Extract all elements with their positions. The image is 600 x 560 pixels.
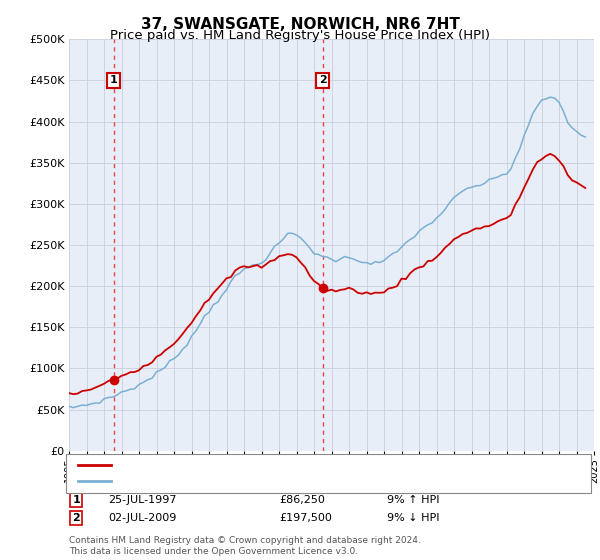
Text: 37, SWANSGATE, NORWICH, NR6 7HT: 37, SWANSGATE, NORWICH, NR6 7HT (140, 17, 460, 32)
Text: 2: 2 (73, 513, 80, 523)
Text: 9% ↓ HPI: 9% ↓ HPI (387, 513, 439, 523)
Text: HPI: Average price, detached house, Broadland: HPI: Average price, detached house, Broa… (116, 476, 379, 486)
Text: Price paid vs. HM Land Registry's House Price Index (HPI): Price paid vs. HM Land Registry's House … (110, 29, 490, 42)
Text: 37, SWANSGATE, NORWICH, NR6 7HT (detached house): 37, SWANSGATE, NORWICH, NR6 7HT (detache… (116, 460, 426, 470)
Text: 25-JUL-1997: 25-JUL-1997 (108, 494, 176, 505)
Text: 02-JUL-2009: 02-JUL-2009 (108, 513, 176, 523)
Text: £86,250: £86,250 (279, 494, 325, 505)
Text: 9% ↑ HPI: 9% ↑ HPI (387, 494, 439, 505)
Text: 1: 1 (73, 494, 80, 505)
Text: 1: 1 (110, 76, 118, 85)
Text: 2: 2 (319, 76, 326, 85)
Text: Contains HM Land Registry data © Crown copyright and database right 2024.
This d: Contains HM Land Registry data © Crown c… (69, 536, 421, 556)
Text: £197,500: £197,500 (279, 513, 332, 523)
